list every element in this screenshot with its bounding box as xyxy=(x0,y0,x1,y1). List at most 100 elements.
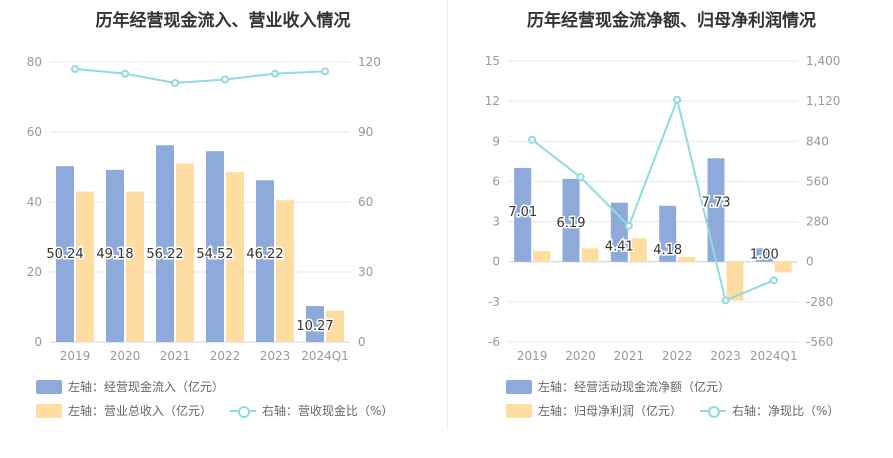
y-tick-label-right: 0 xyxy=(358,335,366,349)
data-label: 7.01 xyxy=(508,205,537,220)
legend-item-cash-inflow[interactable]: 左轴：经营现金流入（亿元） xyxy=(36,378,224,395)
chart-title: 历年经营现金流入、营业收入情况 xyxy=(95,11,351,31)
bar-series1 xyxy=(206,151,224,342)
bar-series2 xyxy=(774,261,792,273)
bar-series2 xyxy=(76,191,94,342)
data-label: 10.27 xyxy=(296,319,333,334)
x-tick-label: 2023 xyxy=(260,349,291,363)
bar-series2 xyxy=(176,163,194,342)
y-tick-label-left: 40 xyxy=(27,195,42,209)
line-point xyxy=(271,69,279,78)
x-tick-label: 2022 xyxy=(662,349,693,363)
data-label: 4.18 xyxy=(653,243,682,258)
data-label: 50.24 xyxy=(46,247,83,262)
chart-canvas: -6 -560 -3 -280 0 0 3 280 6 560 9 840 12 1,120 15 1,400… xyxy=(485,54,841,363)
bar-series2 xyxy=(226,172,244,342)
chart-canvas: 0 0 20 30 40 60 60 90 80 120 2019 2020 2021 2022 2023 2… xyxy=(27,55,381,363)
x-tick-label: 2020 xyxy=(565,349,596,363)
y-tick-label-right: 840 xyxy=(806,134,829,148)
y-tick-label-left: 12 xyxy=(485,94,500,108)
line-series xyxy=(74,68,326,85)
data-label: 46.22 xyxy=(246,247,283,262)
legend-swatch xyxy=(36,379,62,394)
y-tick-label-right: 280 xyxy=(806,215,829,229)
y-tick-label-left: 6 xyxy=(492,174,500,188)
bar-series1 xyxy=(306,306,324,342)
x-tick-label: 2020 xyxy=(110,349,141,363)
legend-item-net-cashflow[interactable]: 左轴：经营活动现金流净额（亿元） xyxy=(506,378,730,395)
line-point xyxy=(721,296,730,305)
y-tick-label-left: 60 xyxy=(27,125,42,139)
legend-swatch xyxy=(506,379,532,394)
y-tick-label-right: -560 xyxy=(806,335,833,349)
y-tick-label-left: 9 xyxy=(492,134,500,148)
line-point xyxy=(769,276,778,285)
legend-item-revenue-cash-ratio[interactable]: 右轴：营收现金比（%） xyxy=(230,402,393,419)
y-tick-label-left: -6 xyxy=(488,335,500,349)
bar-series2 xyxy=(276,200,294,342)
bar-series1 xyxy=(659,205,677,262)
y-tick-label-right: 1,120 xyxy=(806,94,840,108)
bar-series1 xyxy=(106,169,124,342)
data-label: 6.19 xyxy=(557,216,586,231)
line-series xyxy=(531,96,775,302)
line-point xyxy=(71,65,79,73)
x-tick-label: 2024Q1 xyxy=(301,349,349,363)
bar-series1 xyxy=(707,158,725,262)
panel-divider xyxy=(447,0,448,430)
line-point xyxy=(624,221,633,230)
y-tick-label-right: 120 xyxy=(358,55,381,69)
data-label: 1.00 xyxy=(750,248,779,263)
legend-item-net-cash-ratio[interactable]: 右轴：净现比（%） xyxy=(700,402,839,419)
line-point xyxy=(576,173,585,182)
line-point xyxy=(528,135,537,144)
data-label: 54.52 xyxy=(196,247,233,262)
y-tick-label-left: 80 xyxy=(27,55,42,69)
bar-series2 xyxy=(581,248,599,262)
bar-series2 xyxy=(533,251,551,262)
bar-series1 xyxy=(156,145,174,342)
data-label: 7.73 xyxy=(702,195,731,210)
bar-series2 xyxy=(629,238,647,262)
data-label: 56.22 xyxy=(146,247,183,262)
y-tick-label-left: 20 xyxy=(27,265,42,279)
legend-item-net-profit[interactable]: 左轴：归母净利润（亿元） xyxy=(506,402,682,419)
y-tick-label-right: 90 xyxy=(358,125,373,139)
legend-swatch-line xyxy=(700,404,727,418)
legend-swatch-line xyxy=(230,404,257,418)
y-tick-label-right: 1,400 xyxy=(806,54,840,68)
bar-series1 xyxy=(56,166,74,342)
x-tick-label: 2024Q1 xyxy=(750,349,798,363)
x-tick-label: 2019 xyxy=(517,349,548,363)
bar-series1 xyxy=(755,248,773,262)
chart-panel-cashflow-revenue: 历年经营现金流入、营业收入情况 0 0 20 30 40 60 60 90 80 120 2019 2… xyxy=(0,0,446,458)
y-tick-label-left: 0 xyxy=(492,255,500,269)
x-tick-label: 2019 xyxy=(60,349,91,363)
line-point xyxy=(221,75,229,84)
y-tick-label-left: -3 xyxy=(488,295,500,309)
y-tick-label-right: -280 xyxy=(806,295,833,309)
data-label: 49.18 xyxy=(96,247,133,262)
x-tick-label: 2021 xyxy=(160,349,191,363)
y-tick-label-left: 3 xyxy=(492,215,500,229)
y-tick-label-right: 0 xyxy=(806,255,814,269)
bar-series2 xyxy=(726,261,744,301)
x-tick-label: 2021 xyxy=(614,349,645,363)
legend-item-revenue[interactable]: 左轴：营业总收入（亿元） xyxy=(36,402,212,419)
legend-swatch xyxy=(506,403,532,418)
bar-series1 xyxy=(514,167,532,262)
x-tick-label: 2022 xyxy=(210,349,241,363)
y-tick-label-right: 30 xyxy=(358,265,373,279)
bar-series2 xyxy=(678,257,696,262)
bar-series1 xyxy=(610,202,628,262)
y-tick-label-left: 0 xyxy=(34,335,42,349)
data-label: 4.41 xyxy=(605,240,634,255)
line-point xyxy=(171,79,179,87)
bar-series1 xyxy=(562,178,580,262)
bar-series2 xyxy=(126,191,144,342)
y-tick-label-right: 560 xyxy=(806,174,829,188)
chart-panel-net-cashflow-profit: 历年经营现金流净额、归母净利润情况 -6 -560 -3 -280 0 0 3 280 6 560… xyxy=(450,0,893,458)
bar-series2 xyxy=(326,310,344,342)
y-tick-label-left: 15 xyxy=(485,54,500,68)
line-point xyxy=(121,69,129,78)
